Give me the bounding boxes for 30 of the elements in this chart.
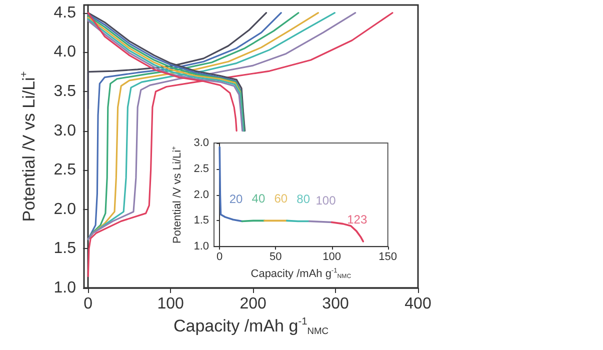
y-tick-label: 3.0 xyxy=(54,122,76,140)
x-tick-label: 100 xyxy=(322,251,341,264)
annotation: 60 xyxy=(274,192,288,206)
x-tick-label: 200 xyxy=(240,296,267,312)
x-tick-label: 150 xyxy=(378,251,398,264)
annotation: 100 xyxy=(316,193,336,208)
y-tick-label: 2.5 xyxy=(194,162,209,175)
y-tick-label: 1.0 xyxy=(194,240,209,253)
annotation: 20 xyxy=(229,192,244,206)
y-tick-label: 1.5 xyxy=(54,240,76,258)
y-tick-label: 4.5 xyxy=(54,4,76,22)
line-series xyxy=(218,146,243,222)
y-tick-label: 2.0 xyxy=(194,188,209,201)
y-tick-label: 1.0 xyxy=(54,280,76,296)
x-tick-label: 0 xyxy=(216,251,223,264)
y-tick-label: 3.0 xyxy=(194,137,209,149)
y-tick-label: 3.5 xyxy=(54,82,76,100)
y-tick-label: 1.5 xyxy=(194,214,209,227)
y-tick-label: 2.5 xyxy=(54,162,76,179)
annotation: 80 xyxy=(296,192,310,206)
x-tick-label: 0 xyxy=(84,296,93,312)
annotation: 123 xyxy=(347,212,368,226)
annotation: 40 xyxy=(252,192,266,206)
y-axis-title: Potential /V vs Li/Li+ xyxy=(19,71,38,222)
x-tick-label: 400 xyxy=(404,296,432,312)
x-tick-label: 300 xyxy=(322,296,349,312)
x-tick-label: 50 xyxy=(270,251,282,264)
x-tick-label: 100 xyxy=(157,296,184,312)
y-tick-label: 2.0 xyxy=(54,200,76,218)
y-tick-label: 4.0 xyxy=(54,44,76,61)
